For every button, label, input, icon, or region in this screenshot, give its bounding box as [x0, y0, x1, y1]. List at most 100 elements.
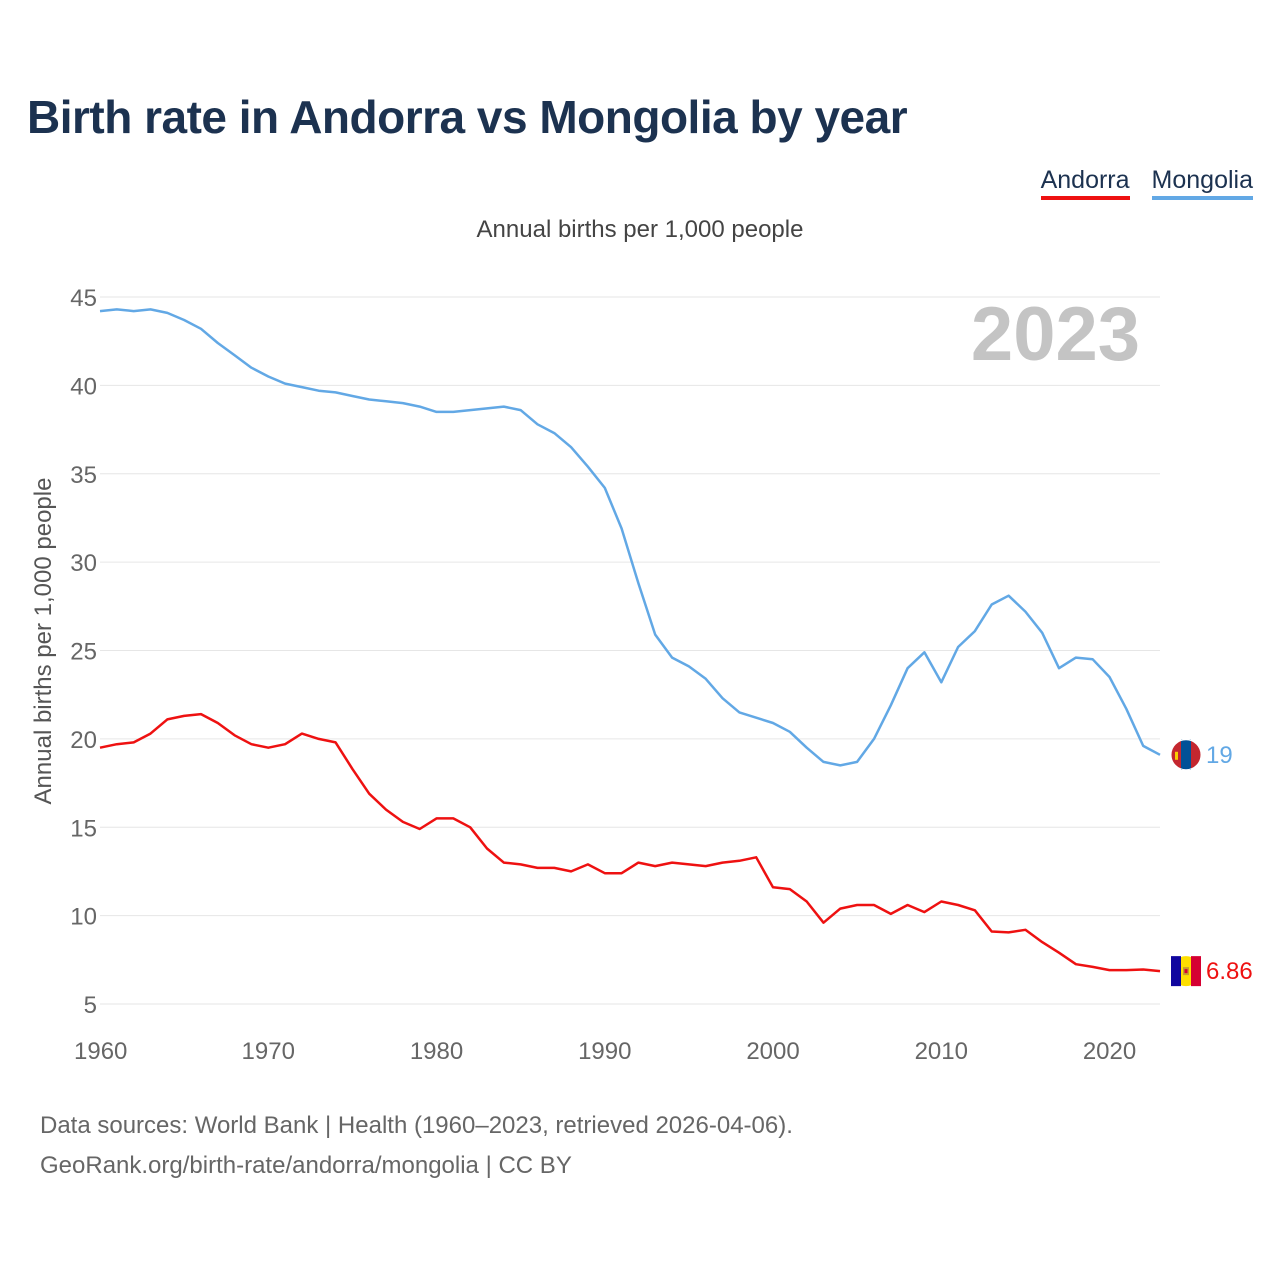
- data-point-andorra[interactable]: [349, 766, 355, 772]
- data-point-mongolia[interactable]: [501, 404, 507, 410]
- data-point-andorra[interactable]: [820, 920, 826, 926]
- data-point-mongolia[interactable]: [282, 381, 288, 387]
- data-point-mongolia[interactable]: [770, 720, 776, 726]
- data-point-andorra[interactable]: [652, 863, 658, 869]
- data-point-andorra[interactable]: [265, 745, 271, 751]
- data-point-andorra[interactable]: [888, 911, 894, 917]
- data-point-mongolia[interactable]: [265, 374, 271, 380]
- data-point-mongolia[interactable]: [417, 404, 423, 410]
- data-point-mongolia[interactable]: [215, 340, 221, 346]
- data-point-mongolia[interactable]: [921, 649, 927, 655]
- data-point-andorra[interactable]: [97, 745, 103, 751]
- data-point-mongolia[interactable]: [1056, 665, 1062, 671]
- data-point-andorra[interactable]: [602, 870, 608, 876]
- data-point-andorra[interactable]: [282, 741, 288, 747]
- data-point-andorra[interactable]: [736, 858, 742, 864]
- data-point-mongolia[interactable]: [232, 352, 238, 358]
- data-point-andorra[interactable]: [147, 731, 153, 737]
- data-point-mongolia[interactable]: [820, 759, 826, 765]
- data-point-mongolia[interactable]: [568, 444, 574, 450]
- data-point-mongolia[interactable]: [551, 430, 557, 436]
- data-point-andorra[interactable]: [568, 868, 574, 874]
- data-point-mongolia[interactable]: [484, 405, 490, 411]
- data-point-andorra[interactable]: [434, 815, 440, 821]
- data-point-andorra[interactable]: [248, 741, 254, 747]
- data-point-mongolia[interactable]: [837, 762, 843, 768]
- data-point-mongolia[interactable]: [854, 759, 860, 765]
- data-point-andorra[interactable]: [198, 711, 204, 717]
- data-point-andorra[interactable]: [787, 886, 793, 892]
- data-point-andorra[interactable]: [383, 807, 389, 813]
- data-point-mongolia[interactable]: [989, 602, 995, 608]
- data-point-mongolia[interactable]: [198, 326, 204, 332]
- data-point-andorra[interactable]: [972, 907, 978, 913]
- data-point-mongolia[interactable]: [400, 400, 406, 406]
- data-point-andorra[interactable]: [299, 731, 305, 737]
- data-point-andorra[interactable]: [686, 861, 692, 867]
- data-point-andorra[interactable]: [804, 898, 810, 904]
- data-point-mongolia[interactable]: [248, 365, 254, 371]
- data-point-andorra[interactable]: [316, 736, 322, 742]
- data-point-mongolia[interactable]: [753, 715, 759, 721]
- data-point-mongolia[interactable]: [316, 388, 322, 394]
- data-point-andorra[interactable]: [1022, 927, 1028, 933]
- data-point-andorra[interactable]: [417, 826, 423, 832]
- data-point-andorra[interactable]: [215, 720, 221, 726]
- data-point-mongolia[interactable]: [1006, 593, 1012, 599]
- data-point-andorra[interactable]: [1123, 967, 1129, 973]
- data-point-mongolia[interactable]: [888, 702, 894, 708]
- data-point-andorra[interactable]: [534, 865, 540, 871]
- data-point-mongolia[interactable]: [686, 663, 692, 669]
- data-point-andorra[interactable]: [467, 824, 473, 830]
- data-point-mongolia[interactable]: [366, 397, 372, 403]
- data-point-mongolia[interactable]: [1022, 609, 1028, 615]
- data-point-andorra[interactable]: [938, 898, 944, 904]
- data-point-andorra[interactable]: [1140, 967, 1146, 973]
- data-point-mongolia[interactable]: [299, 384, 305, 390]
- data-point-mongolia[interactable]: [787, 729, 793, 735]
- data-point-andorra[interactable]: [921, 909, 927, 915]
- data-point-mongolia[interactable]: [97, 308, 103, 314]
- data-point-mongolia[interactable]: [1073, 655, 1079, 661]
- data-point-mongolia[interactable]: [434, 409, 440, 415]
- data-point-andorra[interactable]: [770, 884, 776, 890]
- data-point-andorra[interactable]: [703, 863, 709, 869]
- data-point-mongolia[interactable]: [955, 644, 961, 650]
- data-point-andorra[interactable]: [669, 860, 675, 866]
- data-point-mongolia[interactable]: [181, 317, 187, 323]
- data-point-andorra[interactable]: [1056, 950, 1062, 956]
- data-point-andorra[interactable]: [871, 902, 877, 908]
- data-point-mongolia[interactable]: [871, 736, 877, 742]
- data-point-mongolia[interactable]: [131, 308, 137, 314]
- data-point-andorra[interactable]: [518, 861, 524, 867]
- data-point-andorra[interactable]: [333, 739, 339, 745]
- data-point-andorra[interactable]: [400, 819, 406, 825]
- data-point-andorra[interactable]: [854, 902, 860, 908]
- data-point-andorra[interactable]: [753, 854, 759, 860]
- data-point-mongolia[interactable]: [349, 393, 355, 399]
- data-point-mongolia[interactable]: [1157, 752, 1163, 758]
- data-point-andorra[interactable]: [1006, 929, 1012, 935]
- data-point-andorra[interactable]: [955, 902, 961, 908]
- data-point-mongolia[interactable]: [804, 745, 810, 751]
- series-line-andorra[interactable]: [99, 712, 1161, 973]
- data-point-andorra[interactable]: [1157, 968, 1163, 974]
- data-point-andorra[interactable]: [164, 716, 170, 722]
- data-point-mongolia[interactable]: [1107, 674, 1113, 680]
- data-point-mongolia[interactable]: [652, 632, 658, 638]
- data-point-mongolia[interactable]: [585, 464, 591, 470]
- data-point-andorra[interactable]: [989, 929, 995, 935]
- data-point-mongolia[interactable]: [1140, 743, 1146, 749]
- footer-link[interactable]: GeoRank.org/birth-rate/andorra/mongolia …: [40, 1152, 572, 1179]
- data-point-andorra[interactable]: [450, 815, 456, 821]
- data-point-mongolia[interactable]: [114, 306, 120, 312]
- data-point-andorra[interactable]: [1039, 939, 1045, 945]
- data-point-mongolia[interactable]: [534, 421, 540, 427]
- data-point-mongolia[interactable]: [164, 310, 170, 316]
- data-point-mongolia[interactable]: [1123, 706, 1129, 712]
- series-line-mongolia[interactable]: [99, 308, 1161, 767]
- data-point-mongolia[interactable]: [1090, 656, 1096, 662]
- data-point-andorra[interactable]: [1090, 964, 1096, 970]
- data-point-andorra[interactable]: [1107, 967, 1113, 973]
- data-point-andorra[interactable]: [232, 732, 238, 738]
